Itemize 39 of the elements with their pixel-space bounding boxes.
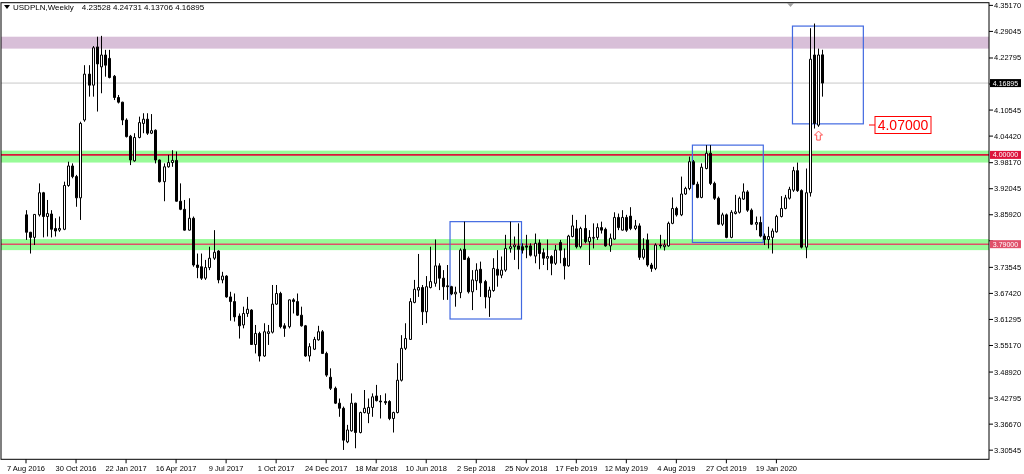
candlestick xyxy=(517,222,520,270)
candlestick xyxy=(646,233,649,268)
candlestick xyxy=(479,261,482,298)
candlestick xyxy=(142,112,145,134)
candlestick xyxy=(83,64,86,123)
candlestick xyxy=(680,176,683,217)
candlestick xyxy=(780,195,783,218)
candlestick xyxy=(688,156,691,191)
candlestick xyxy=(454,286,457,308)
candlestick xyxy=(629,206,632,231)
candlestick xyxy=(621,209,624,232)
candlestick xyxy=(546,239,549,271)
candlestick xyxy=(329,367,332,391)
chart-subtitle: 4.23528 4.24731 4.13706 4.16895 xyxy=(81,3,205,12)
candlestick xyxy=(288,298,291,329)
candlestick xyxy=(638,222,641,261)
candlestick xyxy=(654,242,657,271)
annotation: 4.07000 xyxy=(877,117,929,133)
candlestick xyxy=(559,239,562,264)
candlestick xyxy=(725,213,728,239)
candlestick xyxy=(138,116,141,139)
candlestick xyxy=(79,121,82,221)
candlestick xyxy=(233,293,236,323)
candlestick xyxy=(700,162,703,199)
candlestick xyxy=(58,216,61,233)
candlestick xyxy=(133,132,136,163)
candlestick xyxy=(96,36,99,113)
candlestick xyxy=(525,234,528,259)
candlestick xyxy=(263,322,266,358)
candlestick xyxy=(446,264,449,301)
chart-title: USDPLN,Weekly xyxy=(13,3,74,12)
candlestick xyxy=(113,74,116,101)
candlestick xyxy=(496,249,499,288)
candlestick xyxy=(108,49,111,79)
candlestick xyxy=(434,239,437,288)
candlestick xyxy=(200,253,203,281)
candlestick xyxy=(146,112,149,136)
candlestick xyxy=(659,234,662,249)
candlestick xyxy=(575,219,578,249)
